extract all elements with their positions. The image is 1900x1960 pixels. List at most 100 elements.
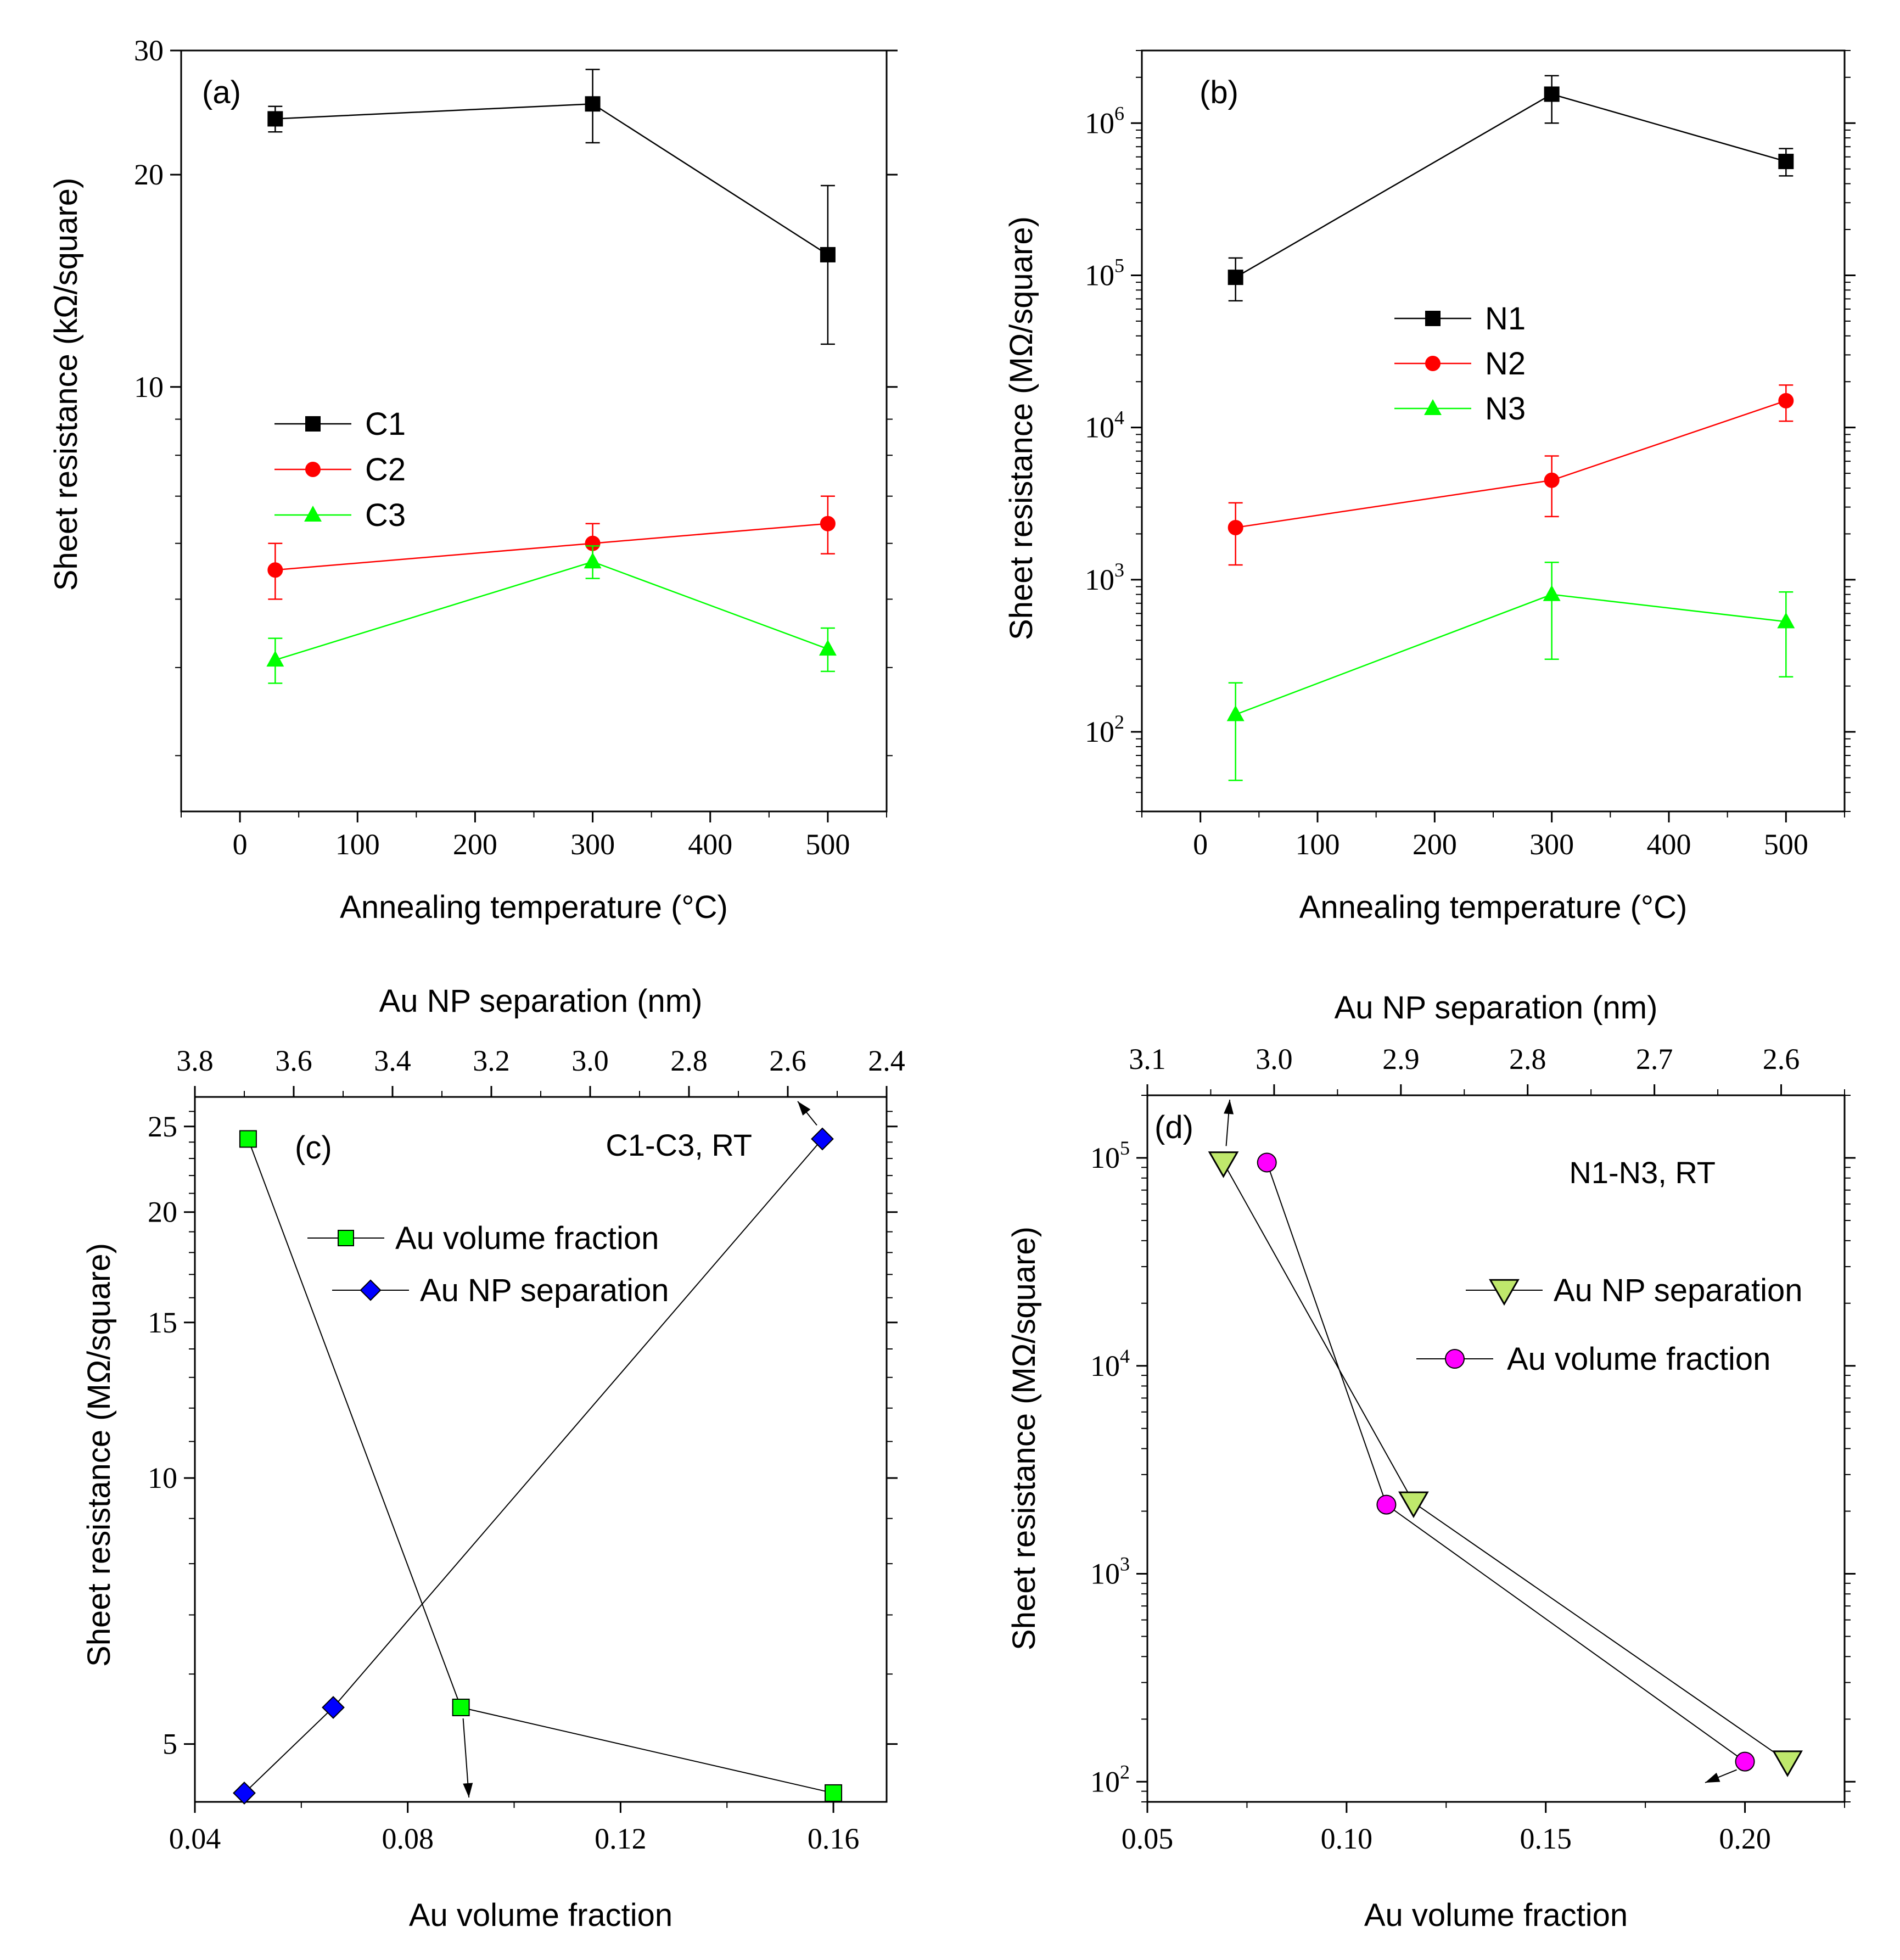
x-tick-label: 400: [688, 828, 732, 861]
data-point-N3: [1543, 585, 1561, 601]
legend-label-C2: C2: [365, 452, 406, 488]
x2-tick-label: 3.4: [374, 1044, 411, 1077]
series-C3: [266, 545, 837, 684]
data-point-au-volume-fraction: [825, 1784, 843, 1802]
y-tick-label: 5: [162, 1728, 177, 1761]
panel-d-chart: 0.05 0.10 0.15 0.20 3.1 3.0 2.9 2.8 2.7 2.6 102 103…: [1006, 990, 1856, 1933]
x-tick-label: 100: [335, 828, 380, 861]
series-au-np-separation: [233, 1127, 834, 1805]
panel-label: (d): [1154, 1110, 1193, 1145]
data-point-N1: [1228, 270, 1243, 285]
y-axis-title: Sheet resistance (kΩ/square): [48, 178, 84, 591]
series-line: [1223, 1162, 1788, 1762]
y-tick-label: 105: [1090, 1137, 1130, 1174]
y-tick-label: 105: [1085, 254, 1124, 292]
data-point-N3: [1226, 705, 1245, 721]
legend: Au volume fraction Au NP separation: [307, 1220, 669, 1308]
y-tick-label: 104: [1085, 407, 1124, 444]
legend-label-C1: C1: [365, 406, 406, 442]
data-point-au-np-separation: [1772, 1750, 1803, 1777]
x2-tick-label: 3.2: [473, 1044, 510, 1077]
legend-marker-C2: [305, 462, 321, 477]
x2-tick-label: 3.1: [1129, 1043, 1166, 1076]
x-tick-label: 0.16: [808, 1822, 860, 1855]
x-tick-label: 500: [1764, 828, 1808, 861]
series-line-N1: [1235, 93, 1786, 278]
panel-a-chart: 0 100 200 300 400 500 10 20 30 Annealing temperat…: [48, 34, 898, 925]
x2-tick-label: 3.0: [1256, 1043, 1293, 1076]
x-tick-label: 0.12: [595, 1822, 647, 1855]
legend-label-C3: C3: [365, 497, 406, 533]
plot-frame: [1141, 49, 1846, 813]
x2-tick-label: 2.4: [868, 1044, 905, 1077]
legend: Au NP separation Au volume fraction: [1416, 1273, 1803, 1377]
data-point-C1: [820, 247, 836, 262]
x2-axis-title: Au NP separation (nm): [379, 983, 703, 1019]
x2-axis-title: Au NP separation (nm): [1335, 990, 1658, 1026]
legend-marker-C3: [304, 505, 322, 522]
x2-tick-label: 2.8: [1509, 1043, 1546, 1076]
data-point-au-volume-fraction: [1257, 1152, 1277, 1173]
legend-marker-au-volume-fraction: [338, 1230, 354, 1246]
data-point-N1: [1778, 154, 1794, 170]
data-point-C2: [820, 516, 836, 531]
x2-tick-label: 2.9: [1382, 1043, 1420, 1076]
x2-tick-label: 3.0: [571, 1044, 609, 1077]
legend-marker-au-np-separation: [1489, 1279, 1520, 1306]
series-au-volume-fraction: [239, 1130, 843, 1802]
data-point-N3: [1777, 612, 1795, 629]
x-tick-label: 0: [233, 828, 248, 861]
panel-c-chart: 0.04 0.08 0.12 0.16 3.8 3.6 3.4 3.2 3.0 2.8 2.6 2.4…: [81, 983, 905, 1933]
legend-marker-au-np-separation: [360, 1279, 382, 1301]
x2-tick-label: 3.6: [275, 1044, 312, 1077]
x-tick-label: 0.05: [1122, 1822, 1174, 1855]
x-tick-label: 100: [1296, 828, 1340, 861]
data-point-au-volume-fraction: [452, 1698, 470, 1716]
legend-label: Au NP separation: [420, 1273, 669, 1308]
x-tick-label: 200: [453, 828, 497, 861]
data-point-au-np-separation: [811, 1127, 834, 1151]
data-point-C1: [267, 111, 283, 127]
legend-marker-N2: [1425, 356, 1441, 371]
series-C1: [267, 69, 836, 345]
y-tick-label: 106: [1085, 102, 1124, 139]
x-tick-label: 0.20: [1719, 1822, 1771, 1855]
y-axis-title: Sheet resistance (MΩ/square): [81, 1243, 117, 1667]
y-tick-label: 10: [134, 371, 164, 404]
plot-frame: [180, 49, 888, 813]
x-tick-label: 300: [570, 828, 615, 861]
y-axis-title: Sheet resistance (MΩ/square): [1006, 1227, 1042, 1650]
x-axis-title: Au volume fraction: [1364, 1897, 1628, 1933]
series-line-C3: [274, 561, 828, 661]
legend-marker-C1: [305, 416, 321, 432]
legend: N1 N2 N3: [1394, 301, 1526, 427]
y-tick-label: 10: [148, 1461, 177, 1494]
legend-label: Au NP separation: [1554, 1273, 1803, 1308]
y-tick-label: 15: [148, 1306, 177, 1339]
data-point-au-np-separation: [1398, 1491, 1429, 1519]
axis-arrow-top-head: [798, 1101, 811, 1116]
data-point-C3: [266, 651, 284, 667]
legend-label-N2: N2: [1485, 346, 1526, 382]
data-point-N2: [1544, 472, 1560, 488]
y-axis-title: Sheet resistance (MΩ/square): [1004, 216, 1039, 640]
data-point-au-np-separation: [1208, 1151, 1239, 1178]
y-tick-label: 30: [134, 34, 164, 67]
panel-annotation: N1-N3, RT: [1569, 1155, 1716, 1190]
series-line-C1: [275, 103, 828, 255]
panel-b-chart: 0 100 200 300 400 500 102 103 104 105 106 Annealing…: [1004, 49, 1856, 925]
series-au-volume-fraction: [1257, 1152, 1755, 1772]
y-tick-label: 25: [148, 1110, 177, 1143]
x-tick-label: 0.15: [1520, 1822, 1572, 1855]
y-tick-label: 104: [1090, 1345, 1130, 1382]
series-N3: [1226, 562, 1795, 781]
data-point-C3: [819, 640, 837, 656]
data-point-N2: [1778, 393, 1794, 408]
legend: C1 C2 C3: [274, 406, 406, 533]
x-axis-title: Annealing temperature (°C): [1299, 889, 1688, 925]
x-tick-label: 400: [1647, 828, 1691, 861]
data-point-au-volume-fraction: [239, 1130, 257, 1148]
series-line-N3: [1235, 593, 1786, 715]
legend-marker-N1: [1425, 311, 1441, 326]
